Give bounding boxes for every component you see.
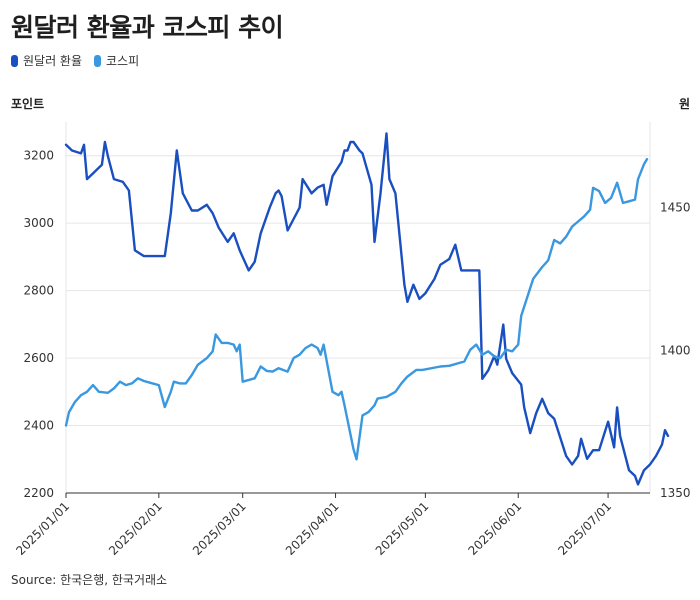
x-tick-label: 2025/03/01 <box>190 499 249 558</box>
y2-tick-label: 1400 <box>660 343 691 357</box>
y-tick-label: 2800 <box>23 284 54 298</box>
left-axis-unit: 포인트 <box>11 97 45 111</box>
y-tick-label: 3200 <box>23 149 54 163</box>
x-tick-label: 2025/02/01 <box>106 499 165 558</box>
y-tick-label: 2200 <box>23 486 54 500</box>
x-tick-label: 2025/05/01 <box>373 499 432 558</box>
series-line-kospi <box>64 157 649 461</box>
legend: 원달러 환율 코스피 <box>11 52 139 69</box>
right-axis-unit: 원 <box>678 97 690 111</box>
y-tick-label: 2400 <box>23 419 54 433</box>
y-tick-label: 2600 <box>23 351 54 365</box>
chart-title: 원달러 환율과 코스피 추이 <box>11 13 284 42</box>
x-tick-label: 2025/01/01 <box>13 499 72 558</box>
legend-label-exchange-rate: 원달러 환율 <box>23 54 83 68</box>
y2-tick-label: 1350 <box>660 486 691 500</box>
legend-swatch-exchange-rate <box>11 54 18 67</box>
legend-label-kospi: 코스피 <box>106 54 140 68</box>
legend-item-exchange-rate: 원달러 환율 <box>11 52 82 69</box>
legend-swatch-kospi <box>94 54 102 67</box>
series-line-exchange-rate <box>64 132 670 486</box>
y-tick-label: 3000 <box>23 216 54 230</box>
x-tick-label: 2025/04/01 <box>283 499 342 558</box>
x-tick-label: 2025/07/01 <box>555 499 614 558</box>
source-note: Source: 한국은행, 한국거래소 <box>11 573 168 587</box>
x-tick-label: 2025/06/01 <box>466 499 525 558</box>
legend-item-kospi: 코스피 <box>94 52 139 69</box>
y2-tick-label: 1450 <box>660 201 691 215</box>
